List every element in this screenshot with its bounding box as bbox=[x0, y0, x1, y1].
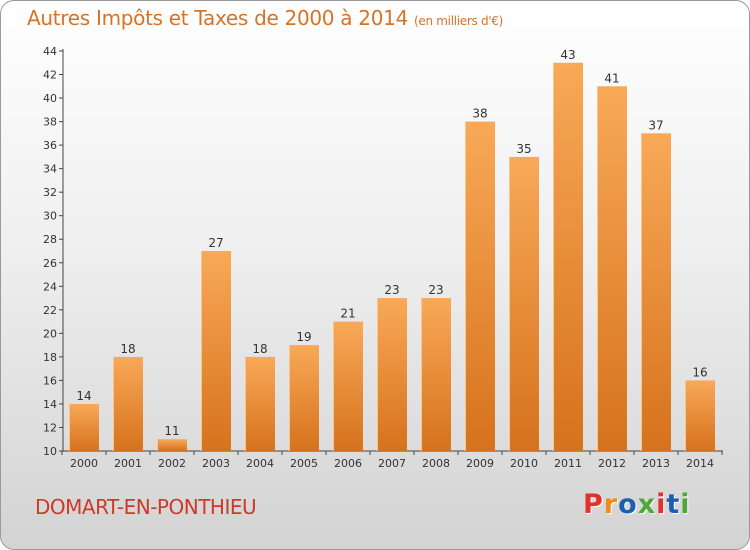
bar bbox=[597, 86, 627, 451]
x-tick-label: 2007 bbox=[378, 457, 406, 470]
x-tick-label: 2000 bbox=[70, 457, 98, 470]
logo-letter: i bbox=[680, 489, 691, 520]
x-tick-label: 2010 bbox=[510, 457, 538, 470]
y-tick-label: 32 bbox=[43, 186, 57, 199]
y-tick-label: 20 bbox=[43, 327, 57, 340]
logo-letter: i bbox=[656, 489, 667, 520]
bar bbox=[377, 298, 407, 451]
y-tick-label: 12 bbox=[43, 421, 57, 434]
y-tick-label: 18 bbox=[43, 351, 57, 364]
bar-value-label: 37 bbox=[648, 118, 663, 132]
chart-title: Autres Impôts et Taxes de 2000 à 2014 (en… bbox=[27, 6, 503, 30]
bar-value-label: 14 bbox=[76, 389, 91, 403]
bar-value-label: 43 bbox=[560, 48, 575, 62]
bar bbox=[69, 403, 99, 451]
logo-letter: P bbox=[583, 489, 604, 520]
bar bbox=[641, 133, 671, 451]
commune-name: DOMART-EN-PONTHIEU bbox=[35, 495, 257, 519]
logo-letter: x bbox=[637, 489, 657, 520]
bar bbox=[421, 298, 451, 451]
logo-letter: o bbox=[618, 489, 638, 520]
x-tick-label: 2014 bbox=[686, 457, 714, 470]
y-tick-label: 10 bbox=[43, 445, 57, 458]
y-tick-label: 44 bbox=[43, 45, 57, 58]
x-tick-label: 2003 bbox=[202, 457, 230, 470]
bar-value-label: 23 bbox=[384, 283, 399, 297]
y-tick-label: 16 bbox=[43, 374, 57, 387]
logo-letter: r bbox=[603, 489, 619, 520]
bar-value-label: 19 bbox=[296, 330, 311, 344]
bar bbox=[113, 356, 143, 451]
bar-value-label: 11 bbox=[164, 424, 179, 438]
proxiti-logo: Proxiti bbox=[583, 489, 691, 520]
bar bbox=[201, 251, 231, 451]
x-tick-label: 2004 bbox=[246, 457, 274, 470]
bar bbox=[465, 121, 495, 452]
bar bbox=[509, 156, 539, 451]
y-tick-label: 22 bbox=[43, 304, 57, 317]
chart-title-text: Autres Impôts et Taxes de 2000 à 2014 bbox=[27, 6, 408, 30]
bar bbox=[157, 439, 187, 451]
bar-value-label: 18 bbox=[120, 342, 135, 356]
y-tick-label: 24 bbox=[43, 280, 57, 293]
x-tick-label: 2012 bbox=[598, 457, 626, 470]
chart-unit-label: (en milliers d'€) bbox=[414, 14, 504, 28]
y-tick-label: 38 bbox=[43, 116, 57, 129]
bar-value-label: 41 bbox=[604, 71, 619, 85]
y-tick-label: 14 bbox=[43, 398, 57, 411]
y-tick-label: 42 bbox=[43, 69, 57, 82]
bar-value-label: 16 bbox=[692, 365, 707, 379]
bar bbox=[333, 321, 363, 451]
y-tick-label: 36 bbox=[43, 139, 57, 152]
y-tick-label: 34 bbox=[43, 163, 57, 176]
x-tick-label: 2008 bbox=[422, 457, 450, 470]
y-tick-label: 28 bbox=[43, 233, 57, 246]
bar bbox=[289, 345, 319, 451]
x-tick-label: 2011 bbox=[554, 457, 582, 470]
x-tick-label: 2005 bbox=[290, 457, 318, 470]
logo-letter: t bbox=[666, 489, 681, 520]
y-tick-label: 30 bbox=[43, 210, 57, 223]
y-tick-label: 26 bbox=[43, 257, 57, 270]
bar-value-label: 27 bbox=[208, 236, 223, 250]
bar-value-label: 21 bbox=[340, 307, 355, 321]
x-tick-label: 2001 bbox=[114, 457, 142, 470]
bar bbox=[245, 356, 275, 451]
x-tick-label: 2002 bbox=[158, 457, 186, 470]
x-tick-label: 2013 bbox=[642, 457, 670, 470]
bar bbox=[553, 62, 583, 451]
bar-value-label: 18 bbox=[252, 342, 267, 356]
bar-value-label: 35 bbox=[516, 142, 531, 156]
bar-value-label: 38 bbox=[472, 107, 487, 121]
x-tick-label: 2006 bbox=[334, 457, 362, 470]
bar-value-label: 23 bbox=[428, 283, 443, 297]
bar bbox=[685, 380, 715, 451]
x-tick-label: 2009 bbox=[466, 457, 494, 470]
y-tick-label: 40 bbox=[43, 92, 57, 105]
